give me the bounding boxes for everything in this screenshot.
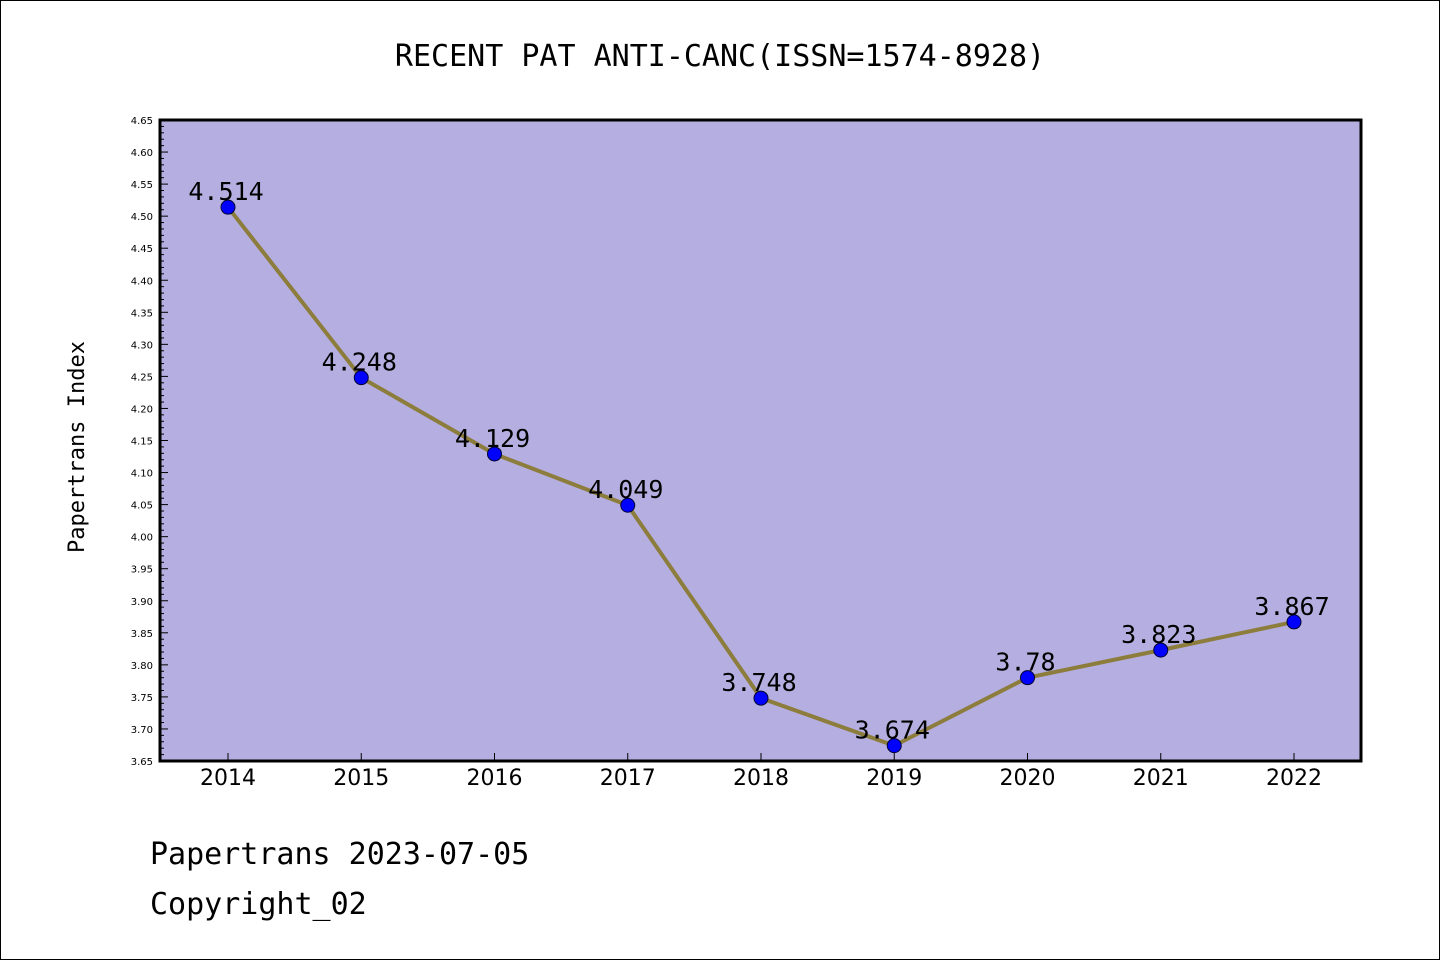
data-point (1286, 614, 1302, 630)
x-tick-label: 2020 (1000, 766, 1056, 791)
data-markers (220, 199, 1302, 754)
y-tick-label: 4.25 (131, 372, 153, 383)
x-tick-label: 2017 (600, 766, 656, 791)
footer-date: Papertrans 2023-07-05 (150, 837, 529, 872)
y-tick-label: 4.05 (131, 501, 153, 512)
x-tick-label: 2015 (333, 766, 389, 791)
y-tick-label: 4.45 (131, 244, 153, 255)
y-tick-label: 3.85 (131, 629, 153, 640)
data-point (886, 738, 902, 754)
data-label: 3.78 (995, 648, 1055, 677)
y-tick-label: 4.40 (131, 276, 153, 287)
data-point (220, 199, 236, 215)
data-label: 4.248 (322, 348, 397, 377)
x-tick-label: 2022 (1266, 766, 1322, 791)
data-label: 4.049 (588, 475, 663, 504)
y-tick-label: 4.20 (131, 404, 153, 415)
x-tick-label: 2018 (733, 766, 789, 791)
footer-copyright: Copyright_02 (150, 887, 367, 922)
y-tick-label: 4.35 (131, 308, 153, 319)
y-tick-label: 3.75 (131, 693, 153, 704)
x-tick-label: 2021 (1133, 766, 1189, 791)
x-tick-label: 2016 (467, 766, 523, 791)
data-label: 4.514 (188, 177, 263, 206)
data-point (487, 446, 502, 462)
x-axis: 2014 2015 2016 2017 2018 2019 2020 2021 2022 (200, 753, 1322, 791)
y-tick-label: 4.10 (131, 469, 153, 480)
data-label: 4.129 (455, 424, 530, 453)
plot-area (160, 120, 1361, 761)
data-label: 3.748 (721, 668, 796, 697)
y-tick-label: 4.30 (131, 340, 153, 351)
x-tick-label: 2019 (866, 766, 922, 791)
data-labels: 4.514 4.248 4.129 4.049 3.748 3.674 3.78 3.823 3… (188, 177, 1329, 744)
y-tick-label: 4.65 (131, 116, 153, 127)
y-tick-label: 4.60 (131, 148, 153, 159)
y-tick-label: 4.00 (131, 533, 153, 544)
data-label: 3.674 (855, 716, 930, 745)
y-tick-label: 3.95 (131, 565, 153, 576)
data-point (1153, 642, 1169, 658)
y-tick-label: 3.65 (131, 757, 153, 768)
data-point (1020, 670, 1035, 686)
y-tick-label: 4.55 (131, 180, 153, 191)
y-tick-label: 4.15 (131, 437, 153, 448)
y-tick-label: 3.80 (131, 661, 153, 672)
data-point (620, 497, 636, 513)
data-label: 3.867 (1254, 592, 1329, 621)
x-tick-label: 2014 (200, 766, 256, 791)
plot-border (158, 118, 1363, 763)
data-label: 3.823 (1121, 620, 1196, 649)
data-point (353, 370, 369, 386)
chart-title: RECENT PAT ANTI-CANC(ISSN=1574-8928) (395, 39, 1045, 74)
y-axis-label: Papertrans Index (65, 341, 90, 553)
y-tick-label: 3.90 (131, 597, 153, 608)
y-tick-label: 4.50 (131, 212, 153, 223)
data-point (753, 690, 769, 706)
y-tick-label: 3.70 (131, 725, 153, 736)
